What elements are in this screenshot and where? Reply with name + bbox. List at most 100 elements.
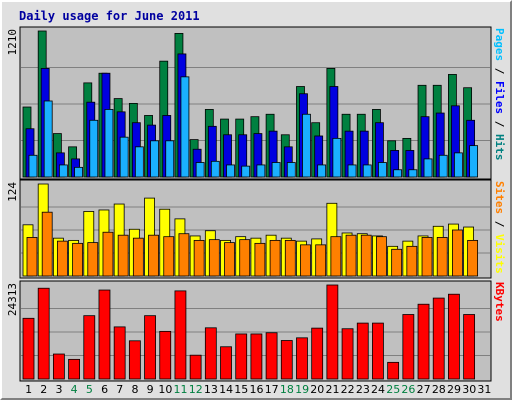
bar-pages-day-25 bbox=[393, 169, 403, 178]
x-tick-label-day-28: 28 bbox=[432, 383, 446, 396]
bar-pages-day-2 bbox=[43, 100, 53, 178]
axis-label-part: Hits bbox=[493, 134, 506, 161]
bar-kbytes-day-6 bbox=[98, 289, 111, 380]
x-tick-label-day-18: 18 bbox=[280, 383, 294, 396]
bar-kbytes-day-16 bbox=[250, 333, 263, 380]
bar-pages-day-11 bbox=[180, 76, 190, 178]
bar-sites-day-30 bbox=[467, 239, 479, 277]
bar-kbytes-day-29 bbox=[448, 293, 460, 380]
panel-kbytes: 24313 KBytes bbox=[6, 280, 506, 382]
bar-sites-day-24 bbox=[376, 236, 387, 277]
bar-kbytes-day-26 bbox=[402, 314, 415, 380]
bar-sites-day-15 bbox=[239, 239, 251, 277]
panel-hits: 1210 Pages / Files / Hits bbox=[6, 26, 506, 180]
bar-pages-day-18 bbox=[286, 162, 296, 178]
bar-sites-day-4 bbox=[72, 242, 83, 277]
axis-label-part: Files bbox=[493, 81, 506, 114]
x-tick-label-day-26: 26 bbox=[401, 383, 415, 396]
bar-sites-day-21 bbox=[330, 236, 342, 277]
y-max-label-visits: 124 bbox=[6, 182, 19, 202]
x-tick-label-day-2: 2 bbox=[40, 383, 47, 396]
bar-sites-day-26 bbox=[406, 245, 418, 277]
x-tick-label-day-6: 6 bbox=[101, 383, 108, 396]
bar-sites-day-2 bbox=[41, 211, 53, 277]
x-tick-label-day-19: 19 bbox=[295, 383, 309, 396]
bar-pages-day-16 bbox=[256, 164, 266, 178]
bar-sites-day-1 bbox=[26, 237, 38, 277]
bar-kbytes-day-13 bbox=[204, 327, 217, 380]
x-tick-label-day-7: 7 bbox=[116, 383, 123, 396]
bar-pages-day-17 bbox=[271, 162, 281, 178]
bar-kbytes-day-27 bbox=[417, 303, 430, 380]
bar-kbytes-day-12 bbox=[189, 354, 202, 380]
bar-sites-day-25 bbox=[391, 248, 403, 277]
bar-sites-day-12 bbox=[193, 239, 205, 277]
bar-sites-day-18 bbox=[284, 239, 296, 277]
bar-sites-day-13 bbox=[208, 239, 220, 277]
bar-pages-day-20 bbox=[317, 164, 327, 178]
bar-kbytes-day-8 bbox=[128, 340, 141, 380]
bar-pages-day-3 bbox=[58, 164, 68, 178]
bar-kbytes-day-21 bbox=[326, 284, 339, 380]
bar-sites-day-3 bbox=[56, 240, 68, 277]
bar-sites-day-22 bbox=[345, 234, 357, 277]
bar-kbytes-day-4 bbox=[68, 358, 80, 380]
bar-sites-day-23 bbox=[360, 234, 372, 277]
bar-sites-day-28 bbox=[436, 237, 448, 277]
axis-label-part: Pages bbox=[493, 28, 506, 61]
y-max-label-kbytes: 24313 bbox=[6, 283, 19, 316]
bar-kbytes-day-24 bbox=[372, 322, 384, 380]
bar-kbytes-day-20 bbox=[311, 327, 324, 380]
bar-sites-day-14 bbox=[224, 242, 235, 277]
bar-pages-day-24 bbox=[378, 162, 387, 178]
bar-pages-day-27 bbox=[423, 158, 433, 178]
bar-sites-day-5 bbox=[87, 242, 99, 277]
bar-pages-day-4 bbox=[74, 166, 83, 178]
bar-sites-day-7 bbox=[117, 234, 129, 277]
bar-kbytes-day-18 bbox=[280, 340, 293, 380]
bar-pages-day-22 bbox=[347, 164, 357, 178]
x-tick-label-day-15: 15 bbox=[234, 383, 248, 396]
x-tick-label-day-20: 20 bbox=[310, 383, 324, 396]
bar-kbytes-day-25 bbox=[387, 361, 400, 380]
bar-sites-day-19 bbox=[300, 244, 311, 277]
x-tick-label-day-22: 22 bbox=[341, 383, 355, 396]
bar-pages-day-10 bbox=[165, 140, 175, 178]
bar-pages-day-6 bbox=[104, 109, 114, 178]
bar-pages-day-19 bbox=[302, 113, 311, 178]
x-tick-label-day-5: 5 bbox=[86, 383, 93, 396]
x-tick-label-day-9: 9 bbox=[147, 383, 154, 396]
bar-pages-day-9 bbox=[150, 140, 159, 178]
axis-label-part: / bbox=[493, 114, 506, 134]
axis-label-visits: Sites / Visits bbox=[493, 181, 506, 274]
x-tick-label-day-3: 3 bbox=[55, 383, 62, 396]
bar-kbytes-day-9 bbox=[144, 315, 156, 380]
x-tick-label-day-30: 30 bbox=[462, 383, 476, 396]
bar-pages-day-12 bbox=[195, 162, 205, 178]
bar-sites-day-6 bbox=[102, 231, 114, 277]
axis-label-part: KBytes bbox=[493, 282, 506, 322]
bar-sites-day-8 bbox=[132, 237, 144, 277]
bar-pages-day-7 bbox=[119, 136, 129, 178]
bar-kbytes-day-23 bbox=[356, 322, 369, 380]
axis-label-part: / bbox=[493, 61, 506, 81]
bar-kbytes-day-19 bbox=[296, 337, 308, 380]
x-tick-label-day-21: 21 bbox=[325, 383, 339, 396]
bar-kbytes-day-15 bbox=[235, 333, 248, 380]
bar-kbytes-day-10 bbox=[159, 330, 172, 380]
bar-kbytes-day-7 bbox=[113, 326, 126, 380]
axis-label-part: / bbox=[493, 214, 506, 234]
bar-pages-day-30 bbox=[469, 145, 479, 178]
bar-pages-day-21 bbox=[332, 137, 342, 178]
panel-visits: 124 Sites / Visits bbox=[6, 179, 506, 279]
x-tick-label-day-13: 13 bbox=[204, 383, 218, 396]
x-tick-label-day-25: 25 bbox=[386, 383, 400, 396]
x-tick-label-day-29: 29 bbox=[447, 383, 461, 396]
axis-label-part: Sites bbox=[493, 181, 506, 214]
bar-kbytes-day-22 bbox=[341, 328, 354, 380]
x-tick-label-day-31: 31 bbox=[477, 383, 491, 396]
bar-kbytes-day-30 bbox=[463, 314, 476, 380]
bar-sites-day-27 bbox=[421, 237, 433, 277]
x-tick-label-day-12: 12 bbox=[189, 383, 203, 396]
